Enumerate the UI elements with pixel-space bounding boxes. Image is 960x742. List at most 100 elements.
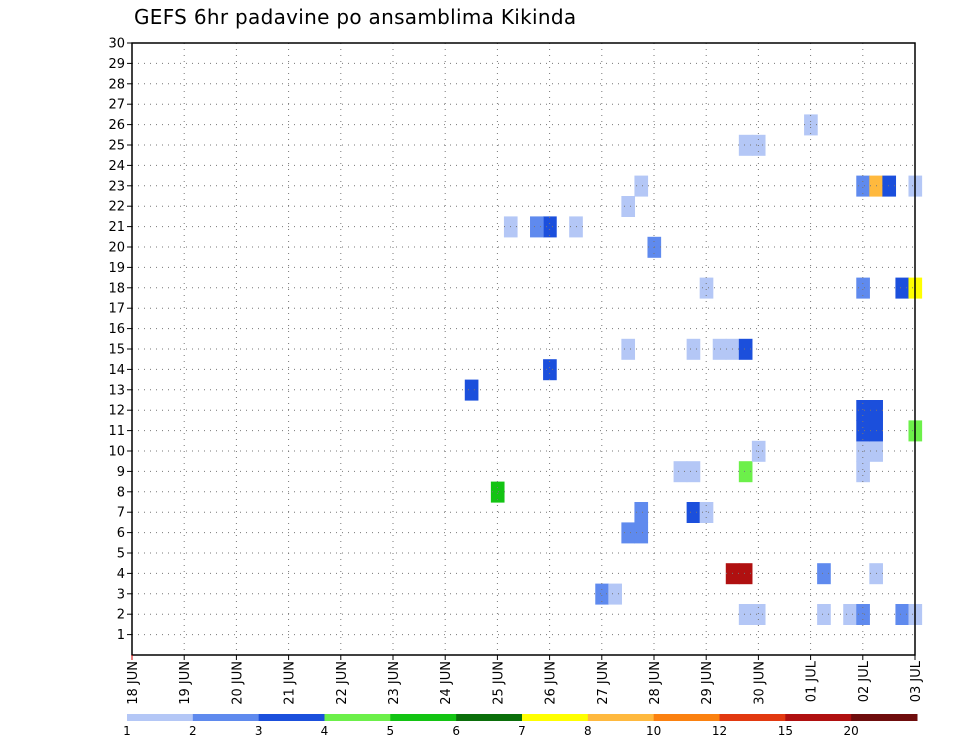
y-tick-label: 12 [108, 404, 125, 419]
legend-label: 15 [778, 724, 793, 738]
y-tick-label: 23 [108, 179, 125, 194]
legend-label: 4 [321, 724, 329, 738]
precip-cell [738, 338, 753, 360]
y-tick-label: 6 [117, 526, 125, 541]
y-tick-label: 5 [117, 547, 125, 562]
y-tick-label: 17 [108, 302, 125, 317]
x-tick-label: 22 JUN [335, 661, 350, 705]
legend-label: 7 [518, 724, 526, 738]
precip-cell [817, 604, 831, 625]
precip-cell [634, 502, 649, 523]
precip-cell [686, 461, 701, 483]
grid-layer [132, 42, 915, 655]
legend-swatch [258, 714, 325, 721]
legend-swatch [456, 714, 523, 721]
precip-cell [856, 175, 870, 197]
precip-cell [738, 134, 753, 156]
legend-swatch [192, 714, 260, 721]
precip-cell [738, 563, 753, 585]
precip-cell [738, 604, 753, 625]
y-tick-label: 19 [108, 261, 125, 276]
x-tick-label: 28 JUN [648, 661, 663, 705]
y-tick-label: 20 [108, 241, 125, 256]
x-tick-label: 18 JUN [126, 661, 141, 705]
precip-cell [751, 604, 766, 625]
y-tick-label: 27 [108, 98, 125, 113]
y-tick-label: 28 [108, 77, 125, 92]
chart-title: GEFS 6hr padavine po ansamblima Kikinda [134, 5, 577, 29]
legend-swatch [127, 714, 194, 721]
precip-cell [621, 522, 636, 544]
y-tick-label: 4 [117, 567, 125, 582]
precip-cell [699, 502, 714, 523]
precip-cell [843, 604, 857, 625]
y-tick-label: 16 [108, 322, 125, 337]
precip-cell [621, 338, 636, 360]
precip-cell [608, 583, 622, 605]
y-tick-label: 7 [117, 506, 125, 521]
precip-cell [673, 461, 688, 483]
precip-cell [882, 175, 897, 197]
x-tick-label: 26 JUN [544, 661, 559, 705]
legend-label: 3 [255, 724, 263, 738]
precip-cell [686, 338, 701, 360]
legend-swatch [522, 714, 589, 721]
y-tick-label: 24 [108, 159, 125, 174]
precip-cell [530, 216, 544, 238]
legend-swatch [390, 714, 457, 721]
y-tick-label: 30 [108, 37, 125, 52]
legend-label: 5 [387, 724, 395, 738]
precip-cell [856, 420, 870, 442]
precip-cell [621, 196, 636, 217]
legend-swatch [587, 714, 655, 721]
x-tick-label: 30 JUN [752, 661, 767, 705]
precip-cell [634, 175, 649, 197]
x-tick-label: 03 JUL [909, 660, 924, 702]
y-tick-label: 25 [108, 139, 125, 154]
precip-cell [699, 277, 714, 299]
precip-cell [856, 604, 870, 625]
legend-label: 12 [712, 724, 727, 738]
legend-swatch [785, 714, 852, 721]
y-tick-label: 10 [108, 445, 125, 460]
x-tick-label: 21 JUN [283, 661, 298, 705]
y-tick-label: 14 [108, 363, 125, 378]
legend-label: 2 [189, 724, 197, 738]
x-tick-label: 01 JUL [805, 660, 820, 702]
precip-cell [856, 400, 870, 421]
legend-swatch [324, 714, 391, 721]
legend-label: 20 [844, 724, 859, 738]
y-tick-label: 29 [108, 57, 125, 72]
y-tick-label: 3 [117, 587, 125, 602]
legend-label: 6 [452, 724, 460, 738]
y-tick-label: 1 [117, 628, 125, 643]
legend-swatch [851, 714, 918, 721]
y-tick-label: 8 [117, 485, 125, 500]
x-tick-label: 25 JUN [491, 661, 506, 705]
legend: 1 2 3 4 5 6 7 8 10 12 15 20 [123, 714, 918, 738]
y-tick-label: 18 [108, 281, 125, 296]
legend-label: 10 [646, 724, 661, 738]
y-tick-label: 26 [108, 118, 125, 133]
precip-cell [895, 604, 910, 625]
precip-cell [595, 583, 609, 605]
precip-cell [543, 216, 557, 238]
legend-label: 8 [584, 724, 592, 738]
precip-cell [856, 277, 870, 299]
precip-cell [490, 481, 505, 503]
y-tick-label: 2 [117, 608, 125, 623]
precip-cell [686, 502, 701, 523]
precip-cell [817, 563, 831, 585]
y-axis: 1234567891011121314151617181920212223242… [108, 37, 132, 643]
precip-cell [634, 522, 649, 544]
x-tick-label: 23 JUN [387, 661, 402, 705]
x-tick-label: 02 JUL [857, 660, 872, 702]
x-tick-label: 27 JUN [596, 661, 611, 705]
precip-cell [464, 379, 479, 401]
y-tick-label: 21 [108, 220, 125, 235]
y-tick-label: 15 [108, 343, 125, 358]
precip-cell [712, 338, 727, 360]
y-tick-label: 9 [117, 465, 125, 480]
x-tick-label: 29 JUN [700, 661, 715, 705]
plot-frame [131, 42, 916, 656]
